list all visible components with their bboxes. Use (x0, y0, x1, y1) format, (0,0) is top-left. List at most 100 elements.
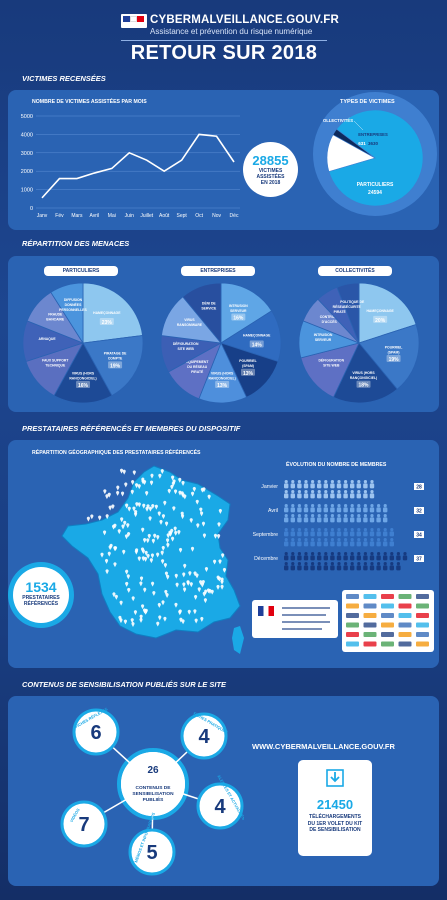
member-person-body (323, 565, 328, 571)
provider-pin (120, 517, 124, 523)
provider-pin (194, 618, 198, 624)
member-person-body (396, 555, 401, 561)
member-person-icon (344, 562, 348, 566)
provider-pin (144, 550, 148, 556)
provider-pin (139, 576, 144, 582)
line-chart-title: NOMBRE DE VICTIMES ASSISTÉES PAR MOIS (32, 99, 147, 105)
members-period-label: Septembre (253, 532, 278, 538)
member-person-icon (363, 490, 367, 494)
member-person-icon (330, 528, 334, 532)
member-person-icon (304, 514, 308, 518)
map-title: RÉPARTITION GÉOGRAPHIQUE DES PRESTATAIRE… (32, 450, 201, 456)
provider-pin (164, 521, 169, 527)
member-person-body (317, 541, 322, 547)
provider-pin (161, 600, 165, 606)
member-person-icon (337, 504, 341, 508)
member-person-icon (377, 562, 381, 566)
member-person-body (376, 555, 381, 561)
provider-pin (216, 575, 220, 581)
members-count-value: 34 (416, 532, 422, 538)
provider-pin (164, 589, 168, 595)
member-person-icon (317, 490, 321, 494)
member-person-body (303, 493, 309, 499)
member-person-body (310, 565, 315, 571)
member-person-icon (344, 514, 348, 518)
member-person-icon (383, 552, 387, 556)
member-person-icon (304, 552, 308, 556)
member-person-body (350, 483, 355, 489)
member-person-body (323, 507, 328, 513)
member-person-body (389, 531, 394, 537)
pie-slice-name: (SPAM) (242, 364, 254, 368)
member-logo (416, 641, 429, 647)
member-person-icon (311, 562, 315, 566)
member-person-body (369, 507, 375, 513)
provider-pin (125, 569, 129, 575)
member-person-icon (344, 490, 348, 494)
section-title-threats: RÉPARTITION DES MENACES (22, 239, 130, 248)
member-logo (346, 632, 359, 637)
member-person-body (383, 555, 388, 561)
member-person-body (376, 565, 381, 571)
provider-pin (174, 530, 178, 536)
pie-slice-name: RANÇONGICIEL) (350, 376, 377, 380)
provider-pin (166, 542, 170, 548)
member-person-body (330, 531, 335, 537)
provider-pin (133, 610, 138, 616)
member-person-icon (383, 562, 387, 566)
provider-pin (201, 579, 205, 585)
provider-pin (170, 536, 175, 542)
provider-pin (164, 571, 169, 577)
member-person-icon (363, 514, 367, 518)
member-person-body (383, 507, 388, 513)
provider-pin (149, 480, 154, 486)
member-person-icon (390, 528, 394, 532)
total-victims-value: 28855 (252, 153, 289, 168)
y-tick-label: 0 (30, 206, 33, 212)
member-person-icon (344, 504, 348, 508)
corsica-shape (232, 626, 244, 654)
pie-value-bg (231, 313, 246, 321)
y-tick-label: 2000 (21, 169, 33, 175)
provider-pin (204, 589, 208, 595)
provider-pin (170, 484, 174, 490)
member-person-icon (311, 552, 315, 556)
member-person-body (330, 541, 335, 547)
member-person-icon (383, 504, 387, 508)
section-title-content: CONTENUS DE SENSIBILISATION PUBLIÉS SUR … (22, 680, 227, 689)
pie-slice-name: VIRUS (HORS (352, 371, 375, 375)
victim-type-name: ENTREPRISES (358, 132, 388, 137)
pie-slice (332, 342, 398, 404)
member-person-icon (403, 552, 407, 556)
member-logo (363, 622, 377, 628)
member-person-icon (370, 514, 374, 518)
provider-pin (148, 516, 152, 522)
members-count-value: 32 (416, 508, 422, 514)
member-person-body (323, 483, 328, 489)
pie-slice-name: INTRUSION (229, 304, 248, 308)
y-tick-label: 3000 (21, 151, 33, 157)
members-evolution-chart: Janvier 28 Avril 32 Septembre 34 Décembre 37 (253, 480, 424, 571)
member-person-icon (330, 490, 334, 494)
provider-pin (141, 479, 145, 485)
member-person-body (284, 507, 289, 513)
member-person-body (350, 565, 355, 571)
content-item-circle (72, 708, 120, 756)
member-person-icon (377, 538, 381, 542)
collectivites-threat-pie: HAMEÇONNAGE 20% POURRIEL(SPAM) 19% VIRUS (HO… (298, 282, 420, 404)
member-person-body (310, 555, 315, 561)
provider-pin (137, 502, 141, 508)
member-logo (398, 603, 412, 609)
provider-pin (165, 593, 169, 598)
member-person-icon (317, 528, 321, 532)
provider-pin (165, 538, 170, 544)
provider-pin (140, 547, 145, 553)
provider-pin (139, 581, 143, 587)
site-url[interactable]: WWW.CYBERMALVEILLANCE.GOUV.FR (252, 742, 395, 751)
member-person-icon (324, 490, 328, 494)
provider-pin (149, 558, 153, 564)
member-logo (363, 613, 377, 618)
site-name: CYBERMALVEILLANCE.GOUV.FR (150, 14, 340, 26)
member-person-body (363, 541, 368, 547)
member-person-icon (330, 514, 334, 518)
